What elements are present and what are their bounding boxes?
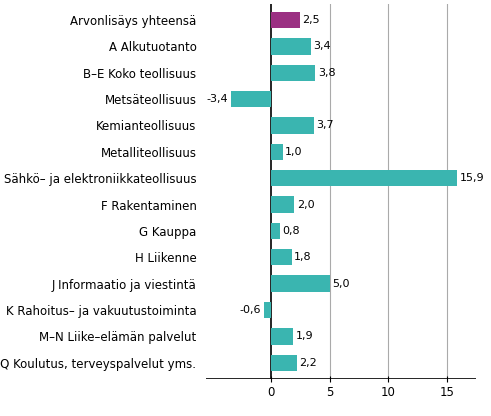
Text: 2,0: 2,0 bbox=[297, 200, 314, 210]
Bar bbox=[271, 38, 311, 54]
Text: 5,0: 5,0 bbox=[332, 279, 350, 289]
Text: -3,4: -3,4 bbox=[207, 94, 228, 104]
Bar bbox=[271, 117, 314, 134]
Text: 1,0: 1,0 bbox=[285, 147, 302, 157]
Text: 3,4: 3,4 bbox=[313, 41, 331, 51]
Text: 2,2: 2,2 bbox=[299, 358, 317, 368]
Text: 2,5: 2,5 bbox=[302, 15, 320, 25]
Text: 1,9: 1,9 bbox=[296, 332, 313, 342]
Text: 3,7: 3,7 bbox=[317, 121, 334, 131]
Bar bbox=[271, 12, 300, 28]
Bar bbox=[271, 64, 315, 81]
Bar bbox=[271, 249, 292, 265]
Text: -0,6: -0,6 bbox=[240, 305, 261, 315]
Text: 0,8: 0,8 bbox=[282, 226, 300, 236]
Text: 15,9: 15,9 bbox=[460, 173, 485, 183]
Bar bbox=[271, 328, 293, 344]
Bar bbox=[271, 275, 329, 292]
Bar bbox=[231, 91, 271, 107]
Bar bbox=[271, 354, 297, 371]
Bar bbox=[271, 196, 294, 213]
Bar bbox=[271, 144, 282, 160]
Text: 3,8: 3,8 bbox=[318, 68, 335, 78]
Text: 1,8: 1,8 bbox=[294, 252, 312, 262]
Bar bbox=[271, 223, 280, 239]
Bar bbox=[264, 302, 271, 318]
Bar bbox=[271, 170, 458, 186]
